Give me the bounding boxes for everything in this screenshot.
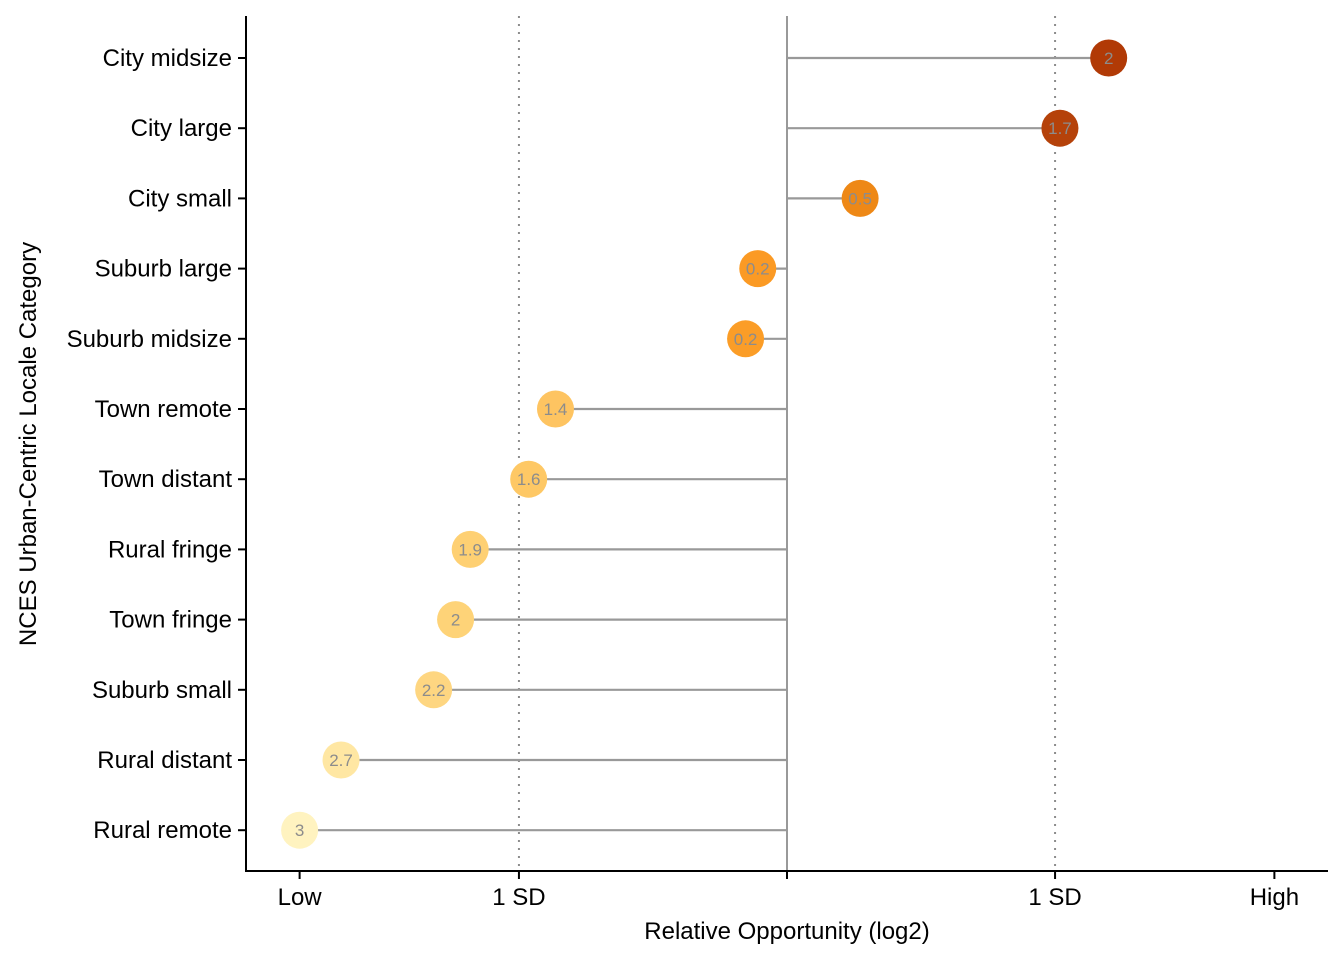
lollipop-dot: [437, 601, 475, 639]
lollipop-dot: [451, 530, 489, 568]
lollipop-dot: [281, 811, 319, 849]
lollipop-dot: [841, 179, 879, 217]
dot-value-label: 1.4: [544, 400, 568, 419]
dot-value-label: 3: [295, 821, 304, 840]
reference-lines: [517, 16, 1057, 871]
dot-value-label: 0.2: [746, 260, 770, 279]
x-axis-title: Relative Opportunity (log2): [644, 918, 929, 945]
y-tick-label: Suburb midsize: [67, 326, 232, 353]
y-tick-label: Rural distant: [97, 747, 232, 774]
dot-value-label: 2.2: [422, 681, 446, 700]
lollipop-dot: [739, 250, 777, 288]
lollipop-dot: [1090, 39, 1128, 77]
dot-value-label: 1.7: [1048, 119, 1072, 138]
lollipop-dot: [1041, 109, 1079, 147]
y-tick-label: Town distant: [99, 466, 233, 493]
lollipop-dot: [536, 390, 574, 428]
lollipop-dots: [281, 39, 1128, 849]
x-tick-label: 1 SD: [492, 884, 545, 911]
lollipop-stems: [299, 56, 1109, 832]
x-tick-label: Low: [278, 884, 323, 911]
y-tick-label: Suburb small: [92, 677, 232, 704]
dot-value-label: 2: [451, 611, 460, 630]
y-tick-label: Rural fringe: [108, 536, 232, 563]
y-tick-label: City large: [131, 115, 232, 142]
lollipop-dot: [727, 320, 765, 358]
y-axis-ticks: City midsize City large City small Suburb l…: [67, 45, 246, 844]
dot-value-label: 2.7: [329, 751, 353, 770]
x-tick-label: High: [1250, 884, 1299, 911]
y-tick-label: Rural remote: [93, 817, 232, 844]
y-axis-title: NCES Urban-Centric Locale Category: [15, 242, 42, 646]
y-tick-label: Town fringe: [109, 607, 232, 634]
x-tick-label: 1 SD: [1028, 884, 1081, 911]
dot-value-label: 1.9: [458, 540, 482, 559]
dot-value-label: 0.2: [734, 330, 758, 349]
lollipop-dot: [510, 460, 548, 498]
dot-value-label: 0.5: [848, 189, 872, 208]
y-tick-label: Suburb large: [95, 256, 232, 283]
y-tick-label: Town remote: [95, 396, 232, 423]
dot-value-label: 1.6: [517, 470, 541, 489]
y-tick-label: City midsize: [103, 45, 232, 72]
dot-labels: 2 1.7 0.5 0.2 0.2 1.4 1.6 1.9 2 2.2 2.7 3: [295, 49, 1114, 840]
y-tick-label: City small: [128, 185, 232, 212]
dot-value-label: 2: [1104, 49, 1113, 68]
lollipop-dot: [322, 741, 360, 779]
x-axis-ticks: Low 1 SD 1 SD High: [278, 871, 1299, 911]
lollipop-dot: [415, 671, 453, 709]
